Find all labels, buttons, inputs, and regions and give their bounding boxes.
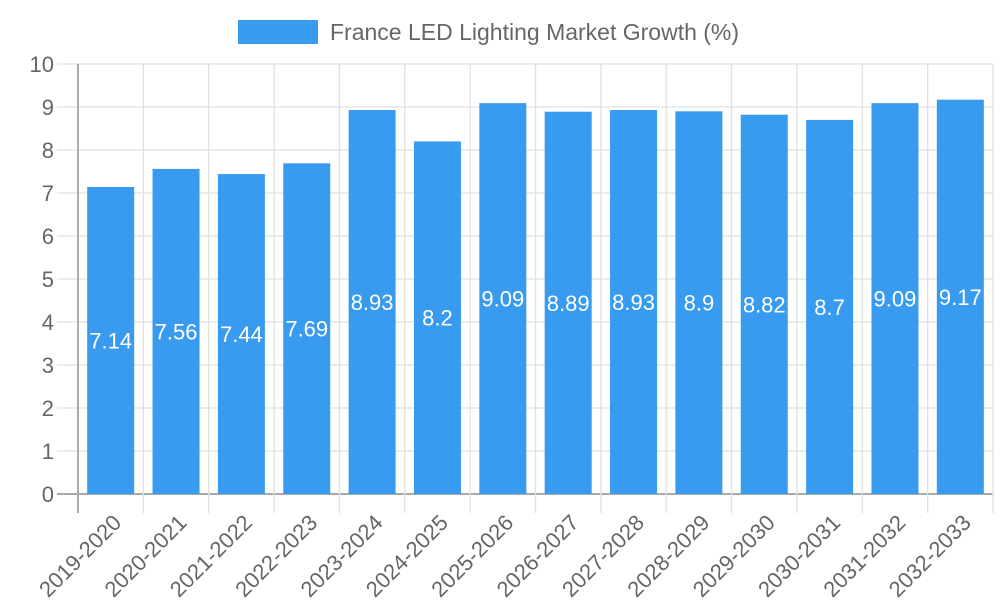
y-tick-label: 3 (42, 353, 54, 378)
data-labels: 7.14 7.56 7.44 7.69 8.93 8.2 9.09 8.89 8.93 8.9 8.… (89, 285, 981, 354)
y-tick-label: 1 (42, 439, 54, 464)
y-axis-ticks: 0 1 2 3 4 5 6 7 8 9 10 (30, 52, 54, 507)
legend[interactable]: France LED Lighting Market Growth (%) (238, 19, 739, 45)
data-label: 7.14 (89, 328, 132, 353)
bar (871, 103, 919, 494)
bar (544, 111, 592, 494)
bar (87, 186, 135, 495)
bar (936, 99, 984, 494)
y-tick-label: 10 (30, 52, 54, 77)
bar (675, 111, 723, 495)
bar (740, 114, 788, 495)
data-label: 9.09 (481, 287, 524, 312)
data-label: 9.17 (939, 285, 982, 310)
legend-label: France LED Lighting Market Growth (%) (330, 19, 739, 45)
data-label: 8.93 (612, 290, 655, 315)
bars (87, 99, 984, 495)
y-tick-label: 6 (42, 224, 54, 249)
data-label: 8.9 (684, 291, 715, 316)
data-label: 7.69 (285, 317, 328, 342)
bar (413, 141, 461, 494)
bar (806, 119, 854, 495)
data-label: 7.44 (220, 322, 263, 347)
y-tick-label: 2 (42, 396, 54, 421)
grid (57, 63, 994, 513)
bar (217, 174, 265, 494)
bar (283, 163, 331, 494)
y-tick-label: 5 (42, 267, 54, 292)
legend-swatch (238, 20, 318, 44)
y-tick-label: 8 (42, 138, 54, 163)
bar (152, 168, 200, 495)
data-label: 9.09 (874, 287, 917, 312)
data-label: 8.93 (351, 290, 394, 315)
bar (348, 110, 396, 494)
x-axis-ticks: 2019-20202020-20212021-20222022-20232023… (34, 510, 976, 600)
bar (479, 103, 527, 494)
y-tick-label: 7 (42, 181, 54, 206)
y-tick-label: 4 (42, 310, 54, 335)
y-tick-label: 9 (42, 95, 54, 120)
data-label: 8.7 (814, 295, 845, 320)
bar (610, 110, 658, 494)
y-tick-label: 0 (42, 482, 54, 507)
data-label: 8.82 (743, 292, 786, 317)
data-label: 8.89 (547, 291, 590, 316)
data-label: 8.2 (422, 306, 453, 331)
data-label: 7.56 (155, 319, 198, 344)
